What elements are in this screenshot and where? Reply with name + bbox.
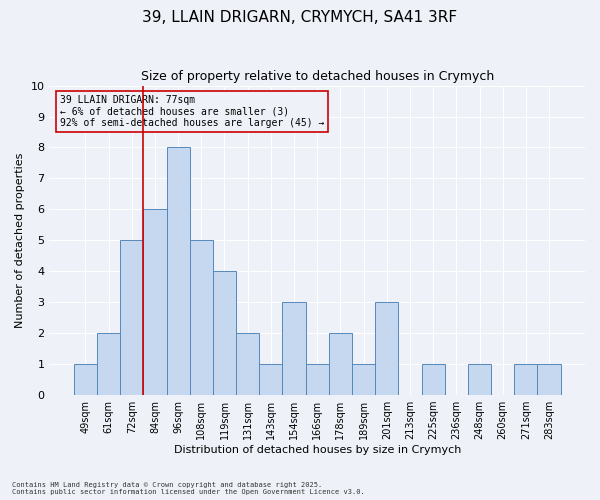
X-axis label: Distribution of detached houses by size in Crymych: Distribution of detached houses by size … [173, 445, 461, 455]
Y-axis label: Number of detached properties: Number of detached properties [15, 152, 25, 328]
Bar [213, 272, 236, 395]
Bar [352, 364, 375, 395]
Bar [514, 364, 538, 395]
Bar [167, 148, 190, 395]
Bar [120, 240, 143, 395]
Text: Contains HM Land Registry data © Crown copyright and database right 2025.
Contai: Contains HM Land Registry data © Crown c… [12, 482, 365, 495]
Bar [329, 333, 352, 395]
Bar [236, 333, 259, 395]
Text: 39 LLAIN DRIGARN: 77sqm
← 6% of detached houses are smaller (3)
92% of semi-deta: 39 LLAIN DRIGARN: 77sqm ← 6% of detached… [60, 95, 325, 128]
Bar [422, 364, 445, 395]
Bar [468, 364, 491, 395]
Bar [74, 364, 97, 395]
Bar [259, 364, 283, 395]
Bar [190, 240, 213, 395]
Bar [375, 302, 398, 395]
Bar [538, 364, 560, 395]
Bar [97, 333, 120, 395]
Bar [143, 210, 167, 395]
Text: 39, LLAIN DRIGARN, CRYMYCH, SA41 3RF: 39, LLAIN DRIGARN, CRYMYCH, SA41 3RF [142, 10, 458, 25]
Bar [283, 302, 305, 395]
Bar [305, 364, 329, 395]
Title: Size of property relative to detached houses in Crymych: Size of property relative to detached ho… [140, 70, 494, 83]
